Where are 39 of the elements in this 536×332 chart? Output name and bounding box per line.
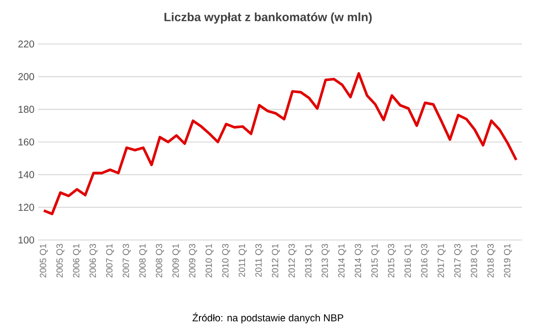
x-tick-label: 2008 Q1 — [139, 244, 148, 278]
x-tick-label: 2006 Q1 — [72, 244, 81, 278]
x-tick-label: 2009 Q1 — [172, 244, 180, 278]
x-tick-label: 2011 Q3 — [255, 244, 264, 277]
x-tick-label: 2012 Q3 — [288, 244, 296, 278]
x-tick-label: 2005 Q3 — [56, 244, 64, 278]
y-tick-label: 220 — [18, 40, 34, 48]
y-tick-label: 200 — [18, 73, 34, 80]
x-tick-label: 2018 Q1 — [470, 244, 479, 278]
x-tick-label: 2009 Q3 — [189, 244, 197, 278]
y-tick-label: 160 — [18, 138, 34, 146]
x-tick-label: 2017 Q1 — [438, 244, 446, 278]
x-tick-label: 2008 Q3 — [156, 244, 164, 278]
x-tick-label: 2011 Q1 — [238, 244, 247, 277]
x-tick-label: 2014 Q3 — [354, 244, 363, 278]
x-tick-label: 2013 Q3 — [322, 244, 330, 278]
line-series — [42, 72, 518, 216]
x-tick-label: 2012 Q1 — [272, 244, 280, 278]
x-tick-label: 2014 Q1 — [338, 244, 346, 278]
y-tick-label: 100 — [18, 236, 34, 244]
x-tick-label: 2013 Q1 — [305, 244, 313, 278]
x-tick-label: 2018 Q3 — [487, 244, 496, 278]
x-tick-label: 2010 Q3 — [222, 244, 230, 278]
x-tick-label: 2016 Q3 — [421, 244, 430, 278]
y-tick-label: 180 — [18, 106, 34, 113]
x-tick-label: 2019 Q1 — [504, 244, 512, 278]
x-tick-label: 2015 Q1 — [371, 244, 380, 278]
x-tick-label: 2006 Q3 — [90, 244, 98, 278]
y-tick-label: 140 — [18, 171, 34, 178]
chart-title: Liczba wypłat z bankomatów (w mln) — [164, 12, 372, 24]
x-tick-label: 2005 Q1 — [40, 244, 48, 278]
y-tick-label: 120 — [18, 204, 34, 211]
x-tick-label: 2016 Q1 — [404, 244, 412, 278]
text: Źródło: na podstawie danych NBP — [192, 312, 344, 324]
x-tick-label: 2017 Q3 — [454, 244, 462, 278]
x-tick-label: 2007 Q3 — [122, 244, 131, 278]
x-tick-label: 2015 Q3 — [388, 244, 396, 278]
x-tick-label: 2007 Q1 — [106, 244, 114, 278]
x-tick-label: 2010 Q1 — [206, 244, 214, 278]
